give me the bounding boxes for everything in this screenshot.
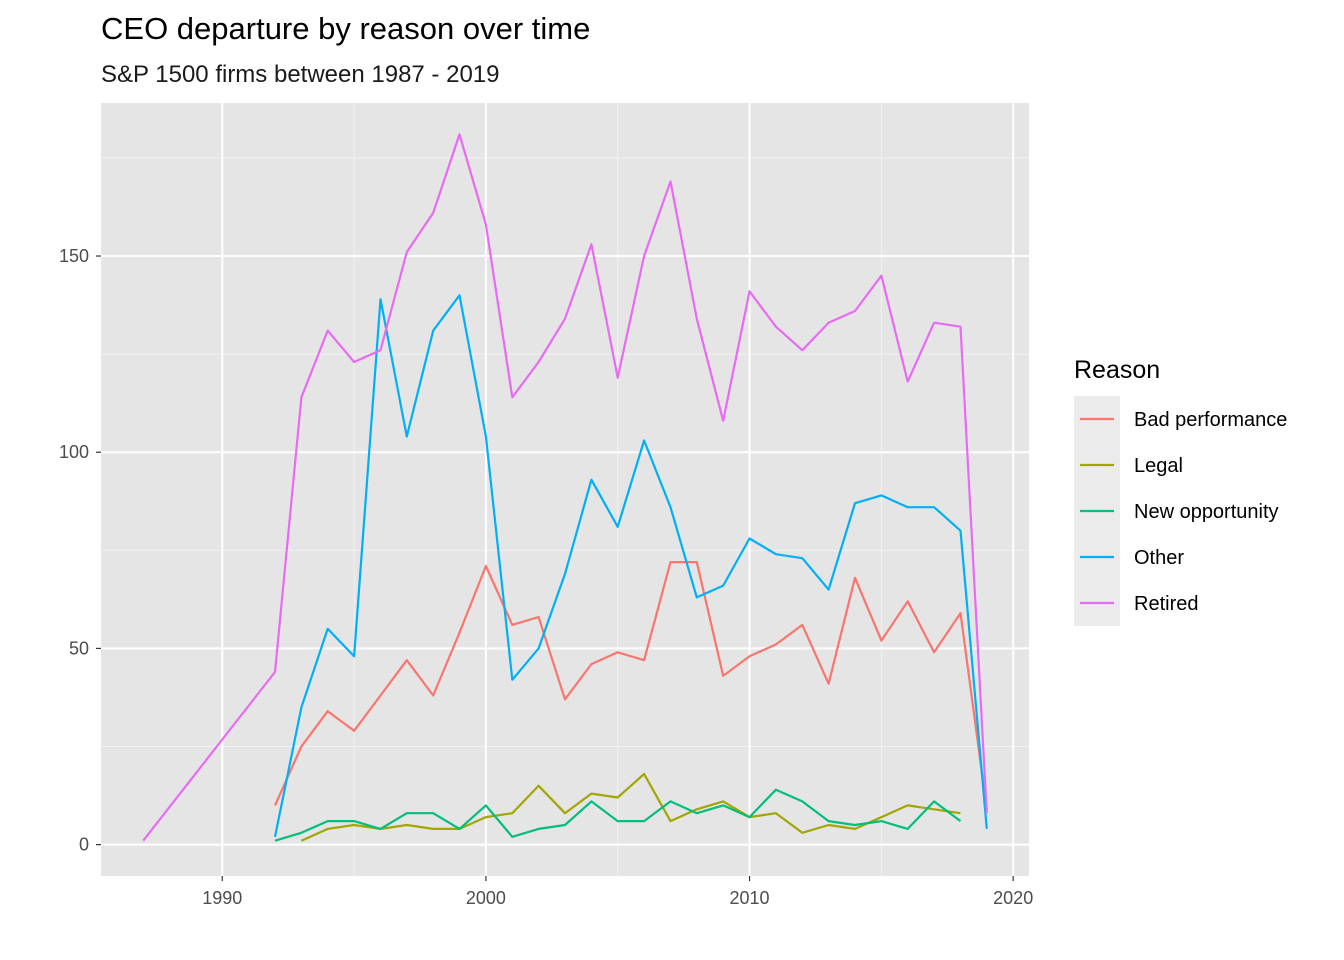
y-tick-label: 150 [59, 246, 89, 266]
legend-title: Reason [1074, 356, 1160, 384]
legend-label-retired: Retired [1134, 593, 1198, 615]
series-line-legal [300, 772, 961, 842]
plot-panel [101, 103, 1029, 876]
x-tick-label: 1990 [202, 888, 242, 908]
series-lines [142, 133, 988, 842]
legend-label-legal: Legal [1134, 455, 1183, 477]
y-tick-label: 50 [69, 638, 89, 658]
minor-gridlines [101, 103, 1029, 876]
chart-title: CEO departure by reason over time [101, 11, 590, 46]
series-line-new-opportunity [274, 788, 962, 842]
major-gridlines [101, 103, 1029, 876]
chart-subtitle: S&P 1500 firms between 1987 - 2019 [101, 61, 499, 88]
legend-label-new-opportunity: New opportunity [1134, 501, 1279, 523]
series-line-other [273, 294, 988, 838]
y-tick-label: 100 [59, 442, 89, 462]
x-tick-label: 2010 [730, 888, 770, 908]
y-axis: 0 50 100 150 [59, 246, 101, 855]
series-line-retired [142, 133, 988, 842]
x-tick-label: 2020 [993, 888, 1033, 908]
legend: Reason Bad performance Legal New opportuni… [1074, 356, 1287, 626]
y-tick-label: 0 [79, 835, 89, 855]
legend-label-bad-performance: Bad performance [1134, 409, 1287, 431]
series-line-bad-performance [273, 560, 988, 810]
legend-label-other: Other [1134, 547, 1184, 569]
x-tick-label: 2000 [466, 888, 506, 908]
x-axis: 1990 2000 2010 2020 [202, 876, 1033, 908]
